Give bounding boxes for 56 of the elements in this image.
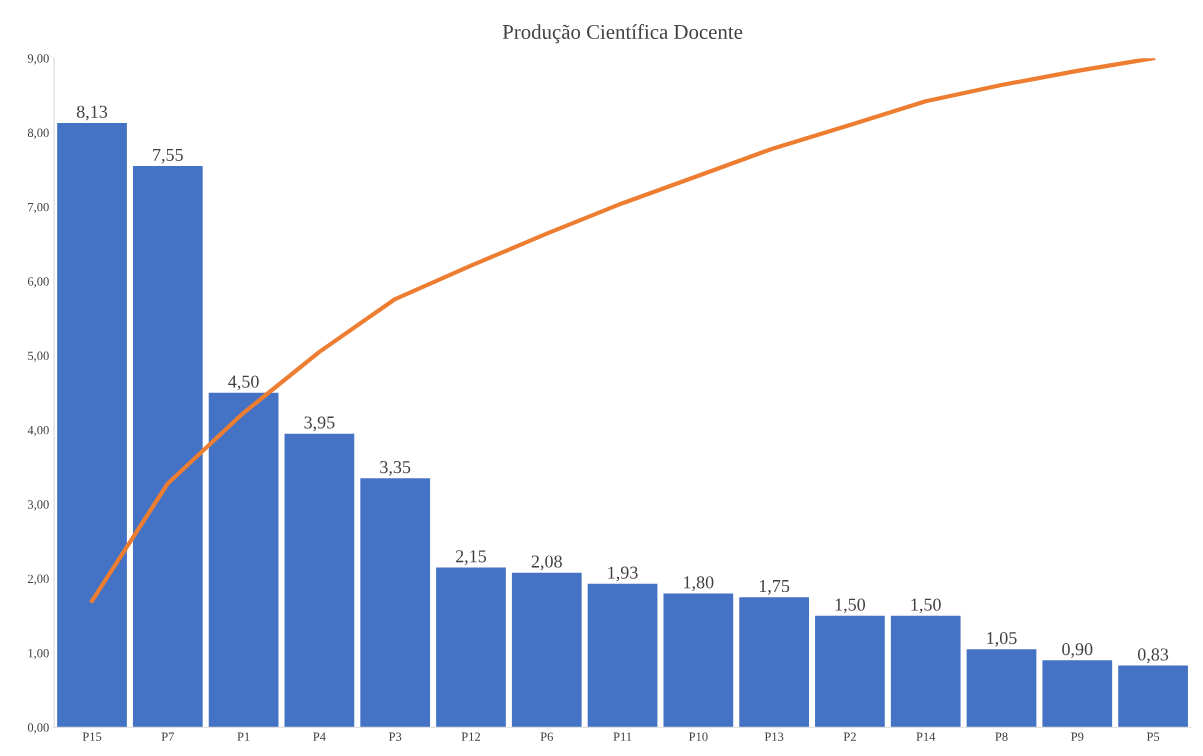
x-tick-label: P1 [237, 732, 250, 741]
y-tick-label: 5,00 [28, 351, 49, 362]
bar [739, 597, 809, 728]
x-tick-label: P8 [995, 732, 1008, 741]
x-tick-label: P5 [1146, 732, 1160, 741]
chart-title: Produção Científica Docente [502, 24, 743, 44]
bar [511, 572, 582, 728]
y-tick-label: 0,00 [27, 723, 49, 734]
data-label: 1,50 [835, 598, 866, 614]
bar [815, 615, 885, 728]
data-label: 1,93 [608, 566, 638, 582]
y-tick-label: 7,00 [28, 202, 49, 214]
data-label: 7,55 [153, 148, 183, 164]
data-label: 1,50 [911, 598, 941, 614]
data-label: 0,90 [1062, 643, 1093, 658]
y-tick-label: 9,00 [27, 54, 49, 65]
y-tick-label: 6,00 [27, 277, 49, 288]
data-label: 3,95 [304, 416, 335, 432]
data-label: 8,13 [76, 105, 108, 121]
data-label: 1,80 [684, 576, 714, 591]
bar [587, 583, 658, 728]
data-label: 4,50 [228, 375, 259, 391]
bar [663, 593, 734, 728]
data-label: 2,15 [455, 550, 487, 565]
x-tick-label: P9 [1071, 732, 1084, 741]
bar [57, 122, 127, 728]
bar [1042, 660, 1113, 728]
y-tick-label: 1,00 [28, 648, 49, 660]
bar [284, 433, 355, 728]
bar [360, 478, 431, 728]
y-tick-label: 2,00 [27, 574, 49, 585]
data-label: 0,83 [1137, 648, 1169, 664]
bar [436, 567, 506, 728]
x-tick-label: P2 [843, 732, 856, 741]
x-tick-label: P11 [613, 732, 632, 741]
x-tick-label: P13 [764, 732, 784, 741]
bar [208, 392, 279, 728]
data-label: 3,35 [380, 461, 411, 476]
x-tick-label: P3 [388, 732, 402, 741]
x-tick-label: P12 [461, 732, 481, 741]
bar [966, 649, 1037, 728]
data-label: 1,75 [759, 580, 790, 595]
x-tick-label: P6 [540, 732, 553, 741]
data-label: 1,05 [987, 631, 1017, 647]
x-tick-label: P7 [161, 732, 175, 741]
bar [1118, 665, 1188, 728]
y-tick-label: 4,00 [27, 425, 49, 437]
x-tick-label: P14 [916, 732, 936, 741]
bar [132, 166, 203, 728]
x-tick-label: P4 [313, 732, 326, 741]
x-tick-label: P10 [688, 732, 708, 741]
bar [890, 615, 961, 728]
y-tick-label: 3,00 [28, 500, 49, 511]
y-tick-label: 8,00 [27, 128, 49, 139]
data-label: 2,08 [531, 555, 562, 571]
x-tick-label: P15 [82, 732, 102, 741]
